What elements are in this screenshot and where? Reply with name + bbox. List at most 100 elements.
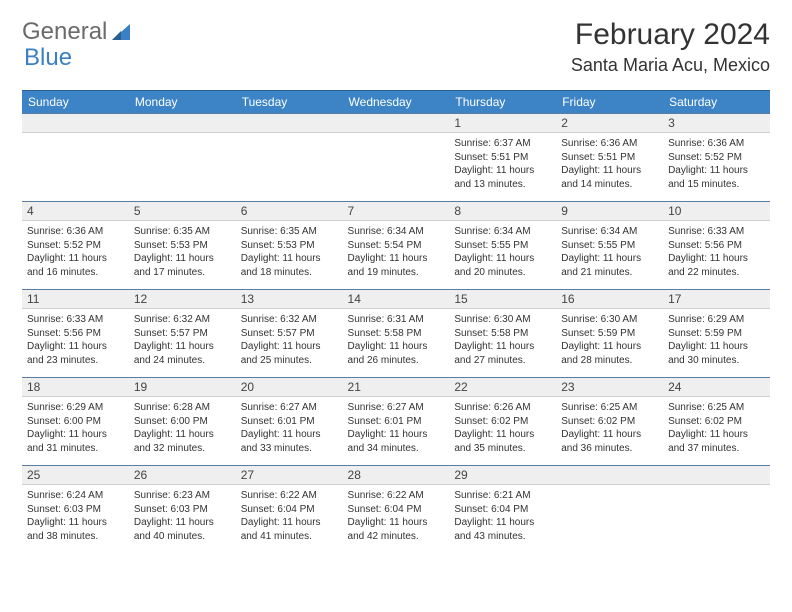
day-number: 15	[449, 289, 556, 309]
daylight-text: Daylight: 11 hours and 40 minutes.	[134, 516, 231, 543]
weekday-header: Monday	[129, 91, 236, 114]
day-body: Sunrise: 6:22 AMSunset: 6:04 PMDaylight:…	[236, 485, 343, 547]
calendar-day-cell: 7Sunrise: 6:34 AMSunset: 5:54 PMDaylight…	[343, 201, 450, 289]
daylight-text: Daylight: 11 hours and 13 minutes.	[454, 164, 551, 191]
day-number: 14	[343, 289, 450, 309]
day-body: Sunrise: 6:28 AMSunset: 6:00 PMDaylight:…	[129, 397, 236, 459]
day-number: 26	[129, 465, 236, 485]
calendar-table: Sunday Monday Tuesday Wednesday Thursday…	[22, 90, 770, 553]
day-body: Sunrise: 6:32 AMSunset: 5:57 PMDaylight:…	[129, 309, 236, 371]
sunrise-text: Sunrise: 6:37 AM	[454, 137, 551, 151]
daylight-text: Daylight: 11 hours and 37 minutes.	[668, 428, 765, 455]
daylight-text: Daylight: 11 hours and 43 minutes.	[454, 516, 551, 543]
day-body: Sunrise: 6:37 AMSunset: 5:51 PMDaylight:…	[449, 133, 556, 195]
daylight-text: Daylight: 11 hours and 30 minutes.	[668, 340, 765, 367]
calendar-day-cell: 28Sunrise: 6:22 AMSunset: 6:04 PMDayligh…	[343, 465, 450, 553]
day-number: 18	[22, 377, 129, 397]
sunrise-text: Sunrise: 6:26 AM	[454, 401, 551, 415]
calendar-week-row: 25Sunrise: 6:24 AMSunset: 6:03 PMDayligh…	[22, 465, 770, 553]
sunset-text: Sunset: 5:55 PM	[561, 239, 658, 253]
weekday-header: Thursday	[449, 91, 556, 114]
calendar-day-cell: 3Sunrise: 6:36 AMSunset: 5:52 PMDaylight…	[663, 113, 770, 201]
calendar-day-cell: 19Sunrise: 6:28 AMSunset: 6:00 PMDayligh…	[129, 377, 236, 465]
sunset-text: Sunset: 5:57 PM	[134, 327, 231, 341]
daylight-text: Daylight: 11 hours and 17 minutes.	[134, 252, 231, 279]
logo: General	[22, 18, 132, 46]
day-number: 23	[556, 377, 663, 397]
day-body: Sunrise: 6:32 AMSunset: 5:57 PMDaylight:…	[236, 309, 343, 371]
daylight-text: Daylight: 11 hours and 22 minutes.	[668, 252, 765, 279]
sunset-text: Sunset: 6:04 PM	[241, 503, 338, 517]
sunset-text: Sunset: 5:57 PM	[241, 327, 338, 341]
day-body: Sunrise: 6:30 AMSunset: 5:58 PMDaylight:…	[449, 309, 556, 371]
day-number: 10	[663, 201, 770, 221]
day-number: 9	[556, 201, 663, 221]
daylight-text: Daylight: 11 hours and 31 minutes.	[27, 428, 124, 455]
daylight-text: Daylight: 11 hours and 34 minutes.	[348, 428, 445, 455]
sunset-text: Sunset: 5:51 PM	[561, 151, 658, 165]
sunrise-text: Sunrise: 6:34 AM	[348, 225, 445, 239]
daylight-text: Daylight: 11 hours and 25 minutes.	[241, 340, 338, 367]
daylight-text: Daylight: 11 hours and 24 minutes.	[134, 340, 231, 367]
sunrise-text: Sunrise: 6:32 AM	[241, 313, 338, 327]
sunrise-text: Sunrise: 6:30 AM	[454, 313, 551, 327]
daylight-text: Daylight: 11 hours and 19 minutes.	[348, 252, 445, 279]
day-number: 5	[129, 201, 236, 221]
sunset-text: Sunset: 6:02 PM	[454, 415, 551, 429]
day-number: .	[236, 113, 343, 133]
sunrise-text: Sunrise: 6:33 AM	[27, 313, 124, 327]
calendar-day-cell: .	[129, 113, 236, 201]
sunset-text: Sunset: 6:03 PM	[27, 503, 124, 517]
sunrise-text: Sunrise: 6:31 AM	[348, 313, 445, 327]
sunrise-text: Sunrise: 6:28 AM	[134, 401, 231, 415]
calendar-day-cell: 9Sunrise: 6:34 AMSunset: 5:55 PMDaylight…	[556, 201, 663, 289]
daylight-text: Daylight: 11 hours and 21 minutes.	[561, 252, 658, 279]
weekday-header: Friday	[556, 91, 663, 114]
weekday-header: Tuesday	[236, 91, 343, 114]
calendar-week-row: ....1Sunrise: 6:37 AMSunset: 5:51 PMDayl…	[22, 113, 770, 201]
day-body: Sunrise: 6:27 AMSunset: 6:01 PMDaylight:…	[236, 397, 343, 459]
sunset-text: Sunset: 6:01 PM	[241, 415, 338, 429]
location-subtitle: Santa Maria Acu, Mexico	[571, 55, 770, 76]
header: General February 2024 Santa Maria Acu, M…	[22, 18, 770, 76]
sunrise-text: Sunrise: 6:35 AM	[134, 225, 231, 239]
sunset-text: Sunset: 6:02 PM	[561, 415, 658, 429]
calendar-day-cell: 15Sunrise: 6:30 AMSunset: 5:58 PMDayligh…	[449, 289, 556, 377]
sunrise-text: Sunrise: 6:36 AM	[561, 137, 658, 151]
day-body: Sunrise: 6:34 AMSunset: 5:54 PMDaylight:…	[343, 221, 450, 283]
sunset-text: Sunset: 5:52 PM	[668, 151, 765, 165]
day-number: 3	[663, 113, 770, 133]
sunrise-text: Sunrise: 6:36 AM	[668, 137, 765, 151]
sunset-text: Sunset: 6:04 PM	[454, 503, 551, 517]
daylight-text: Daylight: 11 hours and 26 minutes.	[348, 340, 445, 367]
sunset-text: Sunset: 5:59 PM	[668, 327, 765, 341]
calendar-week-row: 4Sunrise: 6:36 AMSunset: 5:52 PMDaylight…	[22, 201, 770, 289]
day-body: Sunrise: 6:30 AMSunset: 5:59 PMDaylight:…	[556, 309, 663, 371]
day-number: 27	[236, 465, 343, 485]
day-body: Sunrise: 6:36 AMSunset: 5:52 PMDaylight:…	[663, 133, 770, 195]
calendar-day-cell: .	[343, 113, 450, 201]
sunset-text: Sunset: 5:51 PM	[454, 151, 551, 165]
sunrise-text: Sunrise: 6:22 AM	[241, 489, 338, 503]
calendar-day-cell: 25Sunrise: 6:24 AMSunset: 6:03 PMDayligh…	[22, 465, 129, 553]
day-body: Sunrise: 6:23 AMSunset: 6:03 PMDaylight:…	[129, 485, 236, 547]
calendar-day-cell: 5Sunrise: 6:35 AMSunset: 5:53 PMDaylight…	[129, 201, 236, 289]
calendar-day-cell: 2Sunrise: 6:36 AMSunset: 5:51 PMDaylight…	[556, 113, 663, 201]
weekday-header: Sunday	[22, 91, 129, 114]
sunrise-text: Sunrise: 6:24 AM	[27, 489, 124, 503]
logo-sail-icon	[110, 22, 132, 42]
day-number: 2	[556, 113, 663, 133]
calendar-day-cell: 13Sunrise: 6:32 AMSunset: 5:57 PMDayligh…	[236, 289, 343, 377]
sunset-text: Sunset: 6:03 PM	[134, 503, 231, 517]
calendar-day-cell: .	[236, 113, 343, 201]
day-number: 7	[343, 201, 450, 221]
day-number: 28	[343, 465, 450, 485]
daylight-text: Daylight: 11 hours and 18 minutes.	[241, 252, 338, 279]
sunrise-text: Sunrise: 6:25 AM	[561, 401, 658, 415]
calendar-day-cell: .	[22, 113, 129, 201]
day-body: Sunrise: 6:36 AMSunset: 5:51 PMDaylight:…	[556, 133, 663, 195]
calendar-week-row: 11Sunrise: 6:33 AMSunset: 5:56 PMDayligh…	[22, 289, 770, 377]
day-body: Sunrise: 6:29 AMSunset: 5:59 PMDaylight:…	[663, 309, 770, 371]
daylight-text: Daylight: 11 hours and 23 minutes.	[27, 340, 124, 367]
sunrise-text: Sunrise: 6:33 AM	[668, 225, 765, 239]
